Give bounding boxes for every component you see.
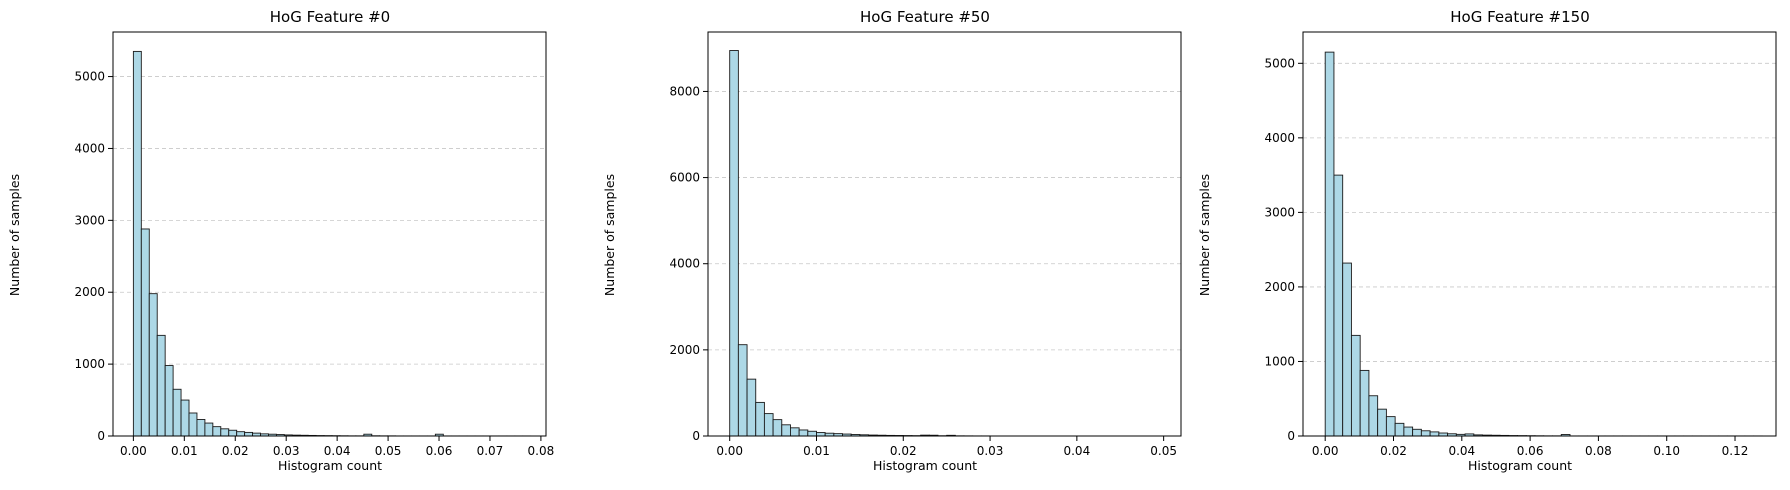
- x-tick-label: 0.07: [477, 444, 504, 458]
- x-tick-label: 0.04: [324, 444, 351, 458]
- x-tick-label: 0.04: [1063, 444, 1090, 458]
- chart-title: HoG Feature #0: [270, 8, 390, 26]
- x-tick-label: 0.01: [171, 444, 198, 458]
- x-tick-label: 0.00: [716, 444, 743, 458]
- chart-title: HoG Feature #150: [1450, 8, 1590, 26]
- histogram-bar: [164, 365, 174, 437]
- histogram-bar: [1368, 395, 1379, 437]
- histogram-panel-feature-50: HoG Feature #50 Histogram count Number o…: [602, 8, 1182, 473]
- histogram-bar: [729, 50, 739, 437]
- x-tick-label: 0.02: [222, 444, 249, 458]
- y-tick-label: 4000: [74, 141, 105, 155]
- histogram-panel-feature-150: HoG Feature #150 Histogram count Number …: [1197, 8, 1777, 473]
- y-tick-label: 5000: [74, 70, 105, 84]
- x-tick-label: 0.10: [1653, 444, 1680, 458]
- histogram-bar: [236, 431, 246, 437]
- histogram-bar: [148, 293, 158, 437]
- y-axis-label: Number of samples: [7, 174, 22, 296]
- histogram-bar: [1420, 430, 1431, 437]
- histogram-bar: [228, 429, 238, 437]
- x-axis-label: Histogram count: [1468, 458, 1572, 473]
- x-axis-label: Histogram count: [873, 458, 977, 473]
- histogram-bar: [132, 50, 142, 437]
- histogram-bar: [1412, 428, 1422, 437]
- histogram-bar: [763, 413, 774, 437]
- x-tick-label: 0.01: [803, 444, 830, 458]
- histogram-bar: [1385, 416, 1396, 437]
- histogram-bar: [807, 430, 817, 437]
- plot-frame: [707, 31, 1182, 437]
- y-tick-label: 1000: [1264, 354, 1295, 368]
- x-tick-label: 0.00: [120, 444, 147, 458]
- x-tick-label: 0.00: [1312, 444, 1339, 458]
- y-tick-label: 8000: [669, 84, 700, 98]
- y-tick-label: 4000: [669, 257, 700, 271]
- histogram-bar: [140, 228, 150, 437]
- histogram-bar: [212, 426, 222, 437]
- x-tick-label: 0.08: [528, 444, 555, 458]
- chart-title: HoG Feature #50: [860, 8, 990, 26]
- histogram-bar: [1324, 51, 1335, 437]
- x-tick-label: 0.12: [1722, 444, 1749, 458]
- x-tick-label: 0.03: [273, 444, 300, 458]
- x-tick-label: 0.08: [1585, 444, 1612, 458]
- histogram-bar: [204, 422, 214, 437]
- histogram-bar: [772, 419, 783, 437]
- histogram-bar: [156, 334, 166, 437]
- y-tick-label: 2000: [74, 285, 105, 299]
- y-tick-label: 6000: [669, 171, 700, 185]
- y-tick-label: 0: [692, 429, 700, 443]
- y-tick-label: 5000: [1264, 56, 1295, 70]
- y-tick-label: 3000: [74, 213, 105, 227]
- x-tick-label: 0.05: [375, 444, 402, 458]
- y-tick-label: 2000: [1264, 280, 1295, 294]
- histogram-bar: [798, 429, 809, 437]
- y-tick-label: 0: [97, 429, 105, 443]
- histogram-bar: [220, 428, 230, 437]
- y-tick-label: 4000: [1264, 131, 1295, 145]
- histogram-bar: [755, 401, 765, 437]
- histogram-bar: [244, 431, 254, 437]
- histogram-bar: [1342, 262, 1352, 437]
- histogram-bar: [746, 378, 757, 437]
- plot-frame: [112, 31, 547, 437]
- histogram-panel-feature-0: HoG Feature #0 Histogram count Number of…: [7, 8, 554, 473]
- histogram-bar: [188, 412, 198, 437]
- x-axis-label: Histogram count: [278, 458, 382, 473]
- y-tick-label: 1000: [74, 357, 105, 371]
- histogram-bar: [172, 388, 182, 437]
- histogram-bar: [816, 432, 826, 437]
- histogram-bar: [737, 344, 748, 437]
- histogram-bar: [1350, 334, 1361, 437]
- histogram-bar: [196, 419, 206, 437]
- x-tick-label: 0.04: [1448, 444, 1475, 458]
- y-tick-label: 2000: [669, 343, 700, 357]
- x-tick-label: 0.06: [426, 444, 453, 458]
- y-axis-label: Number of samples: [602, 174, 617, 296]
- x-tick-label: 0.02: [890, 444, 917, 458]
- y-axis-label: Number of samples: [1197, 174, 1212, 296]
- histogram-bar: [1359, 369, 1370, 437]
- histogram-bar: [1403, 426, 1414, 437]
- x-tick-label: 0.02: [1380, 444, 1407, 458]
- y-tick-label: 0: [1287, 429, 1295, 443]
- y-tick-label: 3000: [1264, 205, 1295, 219]
- histogram-bar: [781, 424, 791, 437]
- histogram-bar: [1394, 422, 1405, 437]
- histogram-bar: [1429, 431, 1440, 437]
- x-tick-label: 0.05: [1150, 444, 1177, 458]
- histogram-bar: [1333, 174, 1344, 437]
- histogram-bar: [180, 399, 190, 437]
- x-tick-label: 0.03: [977, 444, 1004, 458]
- x-tick-label: 0.06: [1517, 444, 1544, 458]
- plot-frame: [1302, 31, 1777, 437]
- histogram-bar: [789, 427, 800, 437]
- histogram-bar: [1377, 408, 1387, 437]
